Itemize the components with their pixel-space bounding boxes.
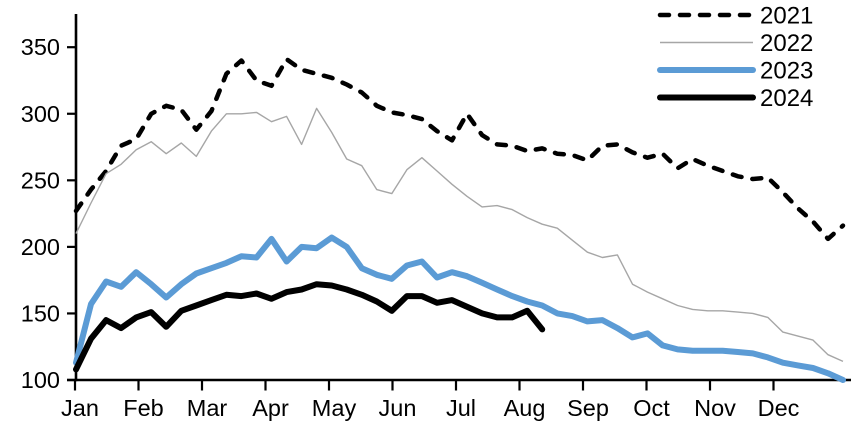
x-tick-label-jun: Jun — [379, 395, 417, 421]
x-tick-label-dec: Dec — [758, 395, 800, 421]
x-tick-label-nov: Nov — [694, 395, 736, 421]
legend-label-2022: 2022 — [760, 30, 813, 57]
y-tick-label: 100 — [21, 367, 60, 393]
x-tick-label-sep: Sep — [567, 395, 609, 421]
x-tick-label-feb: Feb — [123, 395, 164, 421]
x-tick-label-aug: Aug — [504, 395, 546, 421]
x-tick-label-mar: Mar — [187, 395, 228, 421]
x-tick-label-may: May — [312, 395, 357, 421]
legend-label-2021: 2021 — [760, 3, 813, 30]
y-tick-label: 300 — [21, 101, 60, 127]
x-tick-label-jan: Jan — [61, 395, 99, 421]
series-line-2021 — [73, 56, 846, 242]
series-line-2024 — [73, 281, 546, 373]
x-tick-label-oct: Oct — [633, 395, 670, 421]
series-line-2022 — [75, 107, 844, 363]
legend-label-2024: 2024 — [760, 85, 813, 112]
legend-label-2023: 2023 — [760, 58, 813, 85]
series-line-2023 — [73, 234, 846, 383]
y-tick-label: 250 — [21, 167, 60, 193]
y-tick-label: 200 — [21, 234, 60, 260]
y-tick-label: 150 — [21, 300, 60, 326]
y-tick-label: 350 — [21, 34, 60, 60]
x-tick-label-jul: Jul — [446, 395, 476, 421]
x-tick-label-apr: Apr — [252, 395, 289, 421]
